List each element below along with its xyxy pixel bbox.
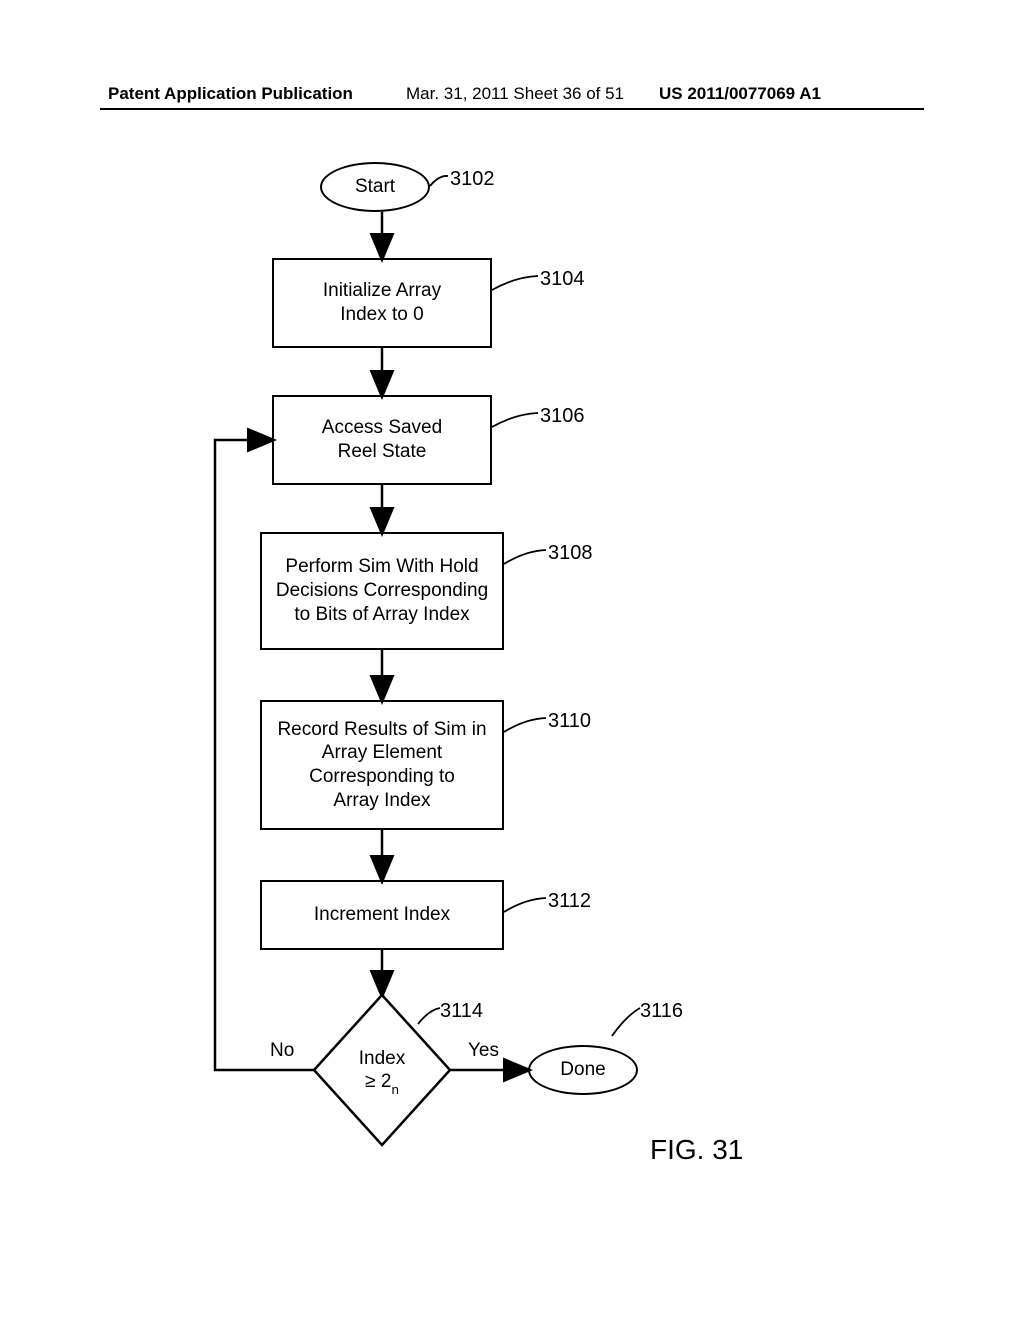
header-rule bbox=[100, 108, 924, 110]
edge-no-label: No bbox=[270, 1040, 294, 1062]
ref-3102: 3102 bbox=[450, 168, 495, 191]
ref-3110: 3110 bbox=[548, 710, 591, 733]
increment-node: Increment Index bbox=[260, 880, 504, 950]
header-pubnum: US 2011/0077069 A1 bbox=[659, 84, 821, 104]
ref-3114: 3114 bbox=[440, 1000, 483, 1023]
access-node: Access SavedReel State bbox=[272, 395, 492, 485]
header-pub: Patent Application Publication bbox=[108, 84, 353, 104]
ref-3116: 3116 bbox=[640, 1000, 683, 1023]
decision-label: Index ≥ 2n bbox=[342, 1048, 422, 1096]
access-label: Access SavedReel State bbox=[322, 416, 442, 464]
record-label: Record Results of Sim inArray ElementCor… bbox=[277, 718, 486, 813]
ref-3112: 3112 bbox=[548, 890, 591, 913]
edge-yes-label: Yes bbox=[468, 1040, 499, 1062]
flowchart-connectors bbox=[0, 0, 1024, 1320]
decision-text-bot: ≥ 2 bbox=[365, 1071, 391, 1092]
increment-label: Increment Index bbox=[314, 903, 450, 927]
ref-3108: 3108 bbox=[548, 542, 593, 565]
decision-exp: n bbox=[391, 1082, 398, 1097]
done-label: Done bbox=[560, 1058, 605, 1082]
start-node: Start bbox=[320, 162, 430, 212]
start-label: Start bbox=[355, 175, 395, 199]
perform-label: Perform Sim With HoldDecisions Correspon… bbox=[276, 555, 488, 626]
perform-node: Perform Sim With HoldDecisions Correspon… bbox=[260, 532, 504, 650]
init-label: Initialize ArrayIndex to 0 bbox=[323, 279, 441, 327]
page: Patent Application Publication Mar. 31, … bbox=[0, 0, 1024, 1320]
done-node: Done bbox=[528, 1045, 638, 1095]
decision-text-top: Index bbox=[359, 1048, 405, 1069]
record-node: Record Results of Sim inArray ElementCor… bbox=[260, 700, 504, 830]
ref-3106: 3106 bbox=[540, 405, 585, 428]
figure-label: FIG. 31 bbox=[650, 1134, 743, 1166]
ref-3104: 3104 bbox=[540, 268, 585, 291]
init-node: Initialize ArrayIndex to 0 bbox=[272, 258, 492, 348]
header-date-sheet: Mar. 31, 2011 Sheet 36 of 51 bbox=[406, 84, 624, 104]
